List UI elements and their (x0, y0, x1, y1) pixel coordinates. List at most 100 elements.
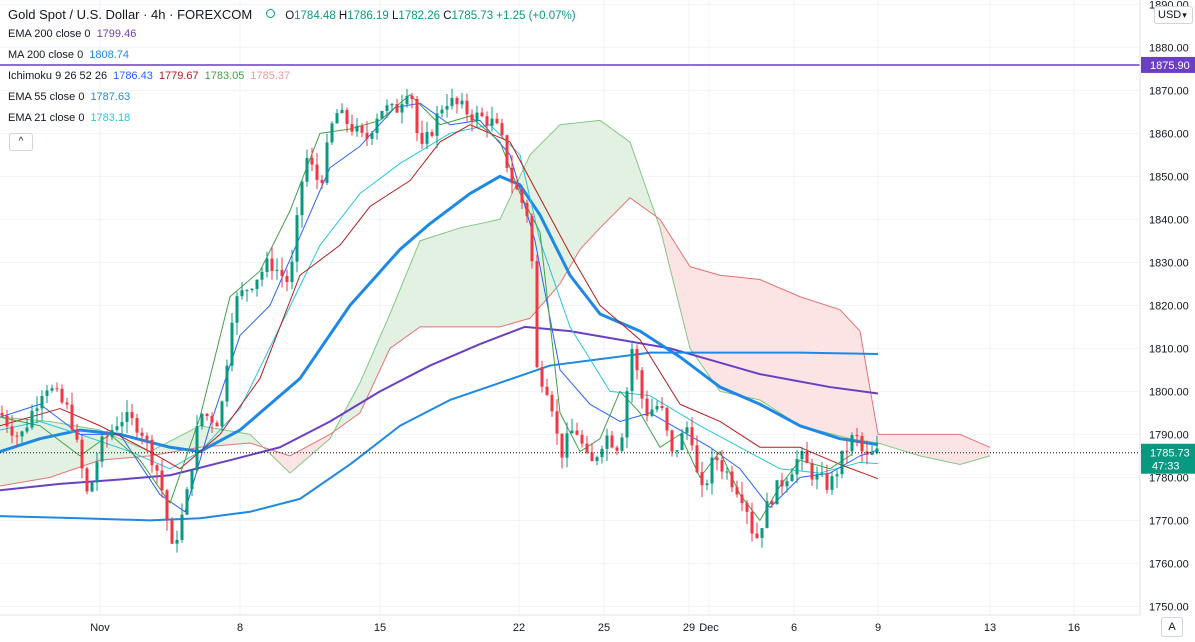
series-line (0, 124, 879, 474)
candle-body (835, 474, 839, 477)
candle-body (585, 443, 589, 453)
candle-body (135, 418, 139, 433)
indicator-value: 1783.05 (204, 70, 245, 82)
candle-body (750, 511, 754, 534)
candle-body (415, 99, 419, 134)
candle-body (540, 367, 544, 387)
candle-body (65, 402, 69, 405)
candle-body (255, 279, 259, 289)
candle-body (60, 388, 64, 403)
collapse-legend-button[interactable]: ^ (9, 133, 33, 151)
open-value: 1784.48 (294, 10, 336, 22)
currency-selector[interactable]: USD▾ (1154, 6, 1193, 24)
candle-body (505, 135, 509, 168)
candle-body (180, 514, 184, 540)
candle-body (275, 269, 279, 272)
candle-body (820, 473, 824, 475)
candle-body (580, 434, 584, 444)
market-status-icon (266, 9, 276, 18)
candle-body (830, 476, 834, 490)
candle-body (850, 435, 854, 452)
candle-body (315, 164, 319, 180)
candle-body (640, 370, 644, 399)
candle-body (220, 401, 224, 427)
candle-body (740, 494, 744, 504)
candle-body (295, 215, 299, 262)
candle-body (510, 167, 514, 184)
indicator-row[interactable]: Ichimoku 9 26 52 26 1786.43 1779.67 1783.05… (8, 70, 290, 82)
price-overlay (0, 64, 1140, 454)
time-tick-label: 13 (984, 622, 996, 634)
auto-scale-label: A (1168, 621, 1176, 633)
indicator-value: 1786.43 (113, 70, 153, 82)
candle-body (490, 118, 494, 126)
auto-scale-button[interactable]: A (1161, 617, 1183, 637)
candle-body (250, 288, 254, 291)
indicator-row[interactable]: EMA 200 close 0 1799.46 (8, 28, 136, 40)
indicator-name: EMA 200 close 0 (8, 28, 91, 40)
candle-body (30, 410, 34, 428)
indicator-row[interactable]: EMA 21 close 0 1783.18 (8, 112, 130, 124)
series-line (0, 174, 879, 454)
price-axis[interactable]: 1750.00 1760.00 1770.00 1780.00 1790.00 1800.… (1139, 0, 1195, 615)
candle-body (630, 349, 634, 392)
candle-body (675, 450, 679, 452)
candle-body (845, 450, 849, 452)
candle-body (610, 435, 614, 448)
hline-price-label: 1875.90 (1150, 60, 1190, 72)
candle-body (455, 97, 459, 105)
chevron-up-icon: ^ (18, 136, 24, 147)
candle-body (375, 118, 379, 134)
candle-body (320, 179, 324, 183)
candle-body (575, 430, 579, 435)
time-tick-label: 6 (791, 622, 797, 634)
candle-body (40, 395, 44, 409)
time-axis[interactable]: Nov 8 15 22 25 29 Dec 6 9 13 16 (0, 614, 1140, 634)
price-tick-label: 1810.00 (1149, 343, 1189, 355)
candle-body (810, 463, 814, 480)
candle-body (875, 448, 879, 453)
candle-body (530, 216, 534, 262)
candle-body (15, 435, 19, 437)
candle-body (855, 435, 859, 437)
candle-body (800, 451, 804, 460)
candle-body (825, 473, 829, 490)
candle-body (670, 430, 674, 452)
cloud-segment (657, 217, 990, 465)
candle-body (285, 275, 289, 283)
candle-body (560, 433, 564, 458)
indicator-row[interactable]: EMA 55 close 0 1787.63 (8, 91, 130, 103)
symbol-title[interactable]: Gold Spot / U.S. Dollar · 4h · FOREXCOM (8, 7, 253, 22)
candle-body (605, 435, 609, 449)
candle-body (840, 450, 844, 475)
candle-body (745, 503, 749, 512)
indicator-row[interactable]: MA 200 close 0 1808.74 (8, 49, 129, 61)
countdown-label: 47:33 (1152, 461, 1180, 473)
chart-header: Gold Spot / U.S. Dollar · 4h · FOREXCOM O… (8, 7, 576, 22)
candle-body (300, 181, 304, 216)
price-tick-label: 1850.00 (1149, 171, 1189, 183)
indicator-value: 1783.18 (90, 112, 131, 124)
candle-body (520, 189, 524, 203)
candle-body (140, 432, 144, 436)
candle-body (200, 413, 204, 427)
candle-body (360, 125, 364, 133)
price-tick-label: 1860.00 (1149, 128, 1189, 140)
candle-body (345, 109, 349, 125)
candle-body (790, 474, 794, 482)
currency-label: USD (1158, 9, 1182, 21)
price-tick-label: 1880.00 (1149, 42, 1189, 54)
candle-body (330, 123, 334, 143)
cloud-segment (264, 427, 336, 473)
indicator-value: 1808.74 (89, 49, 129, 61)
candle-body (10, 426, 14, 436)
grid-lines (0, 0, 1140, 615)
candle-body (240, 290, 244, 297)
candlesticks (0, 88, 879, 553)
candle-body (25, 427, 29, 432)
ichimoku-cloud (0, 119, 991, 487)
candle-body (325, 142, 329, 183)
indicator-value: 1779.67 (158, 70, 199, 82)
candle-body (710, 457, 714, 484)
